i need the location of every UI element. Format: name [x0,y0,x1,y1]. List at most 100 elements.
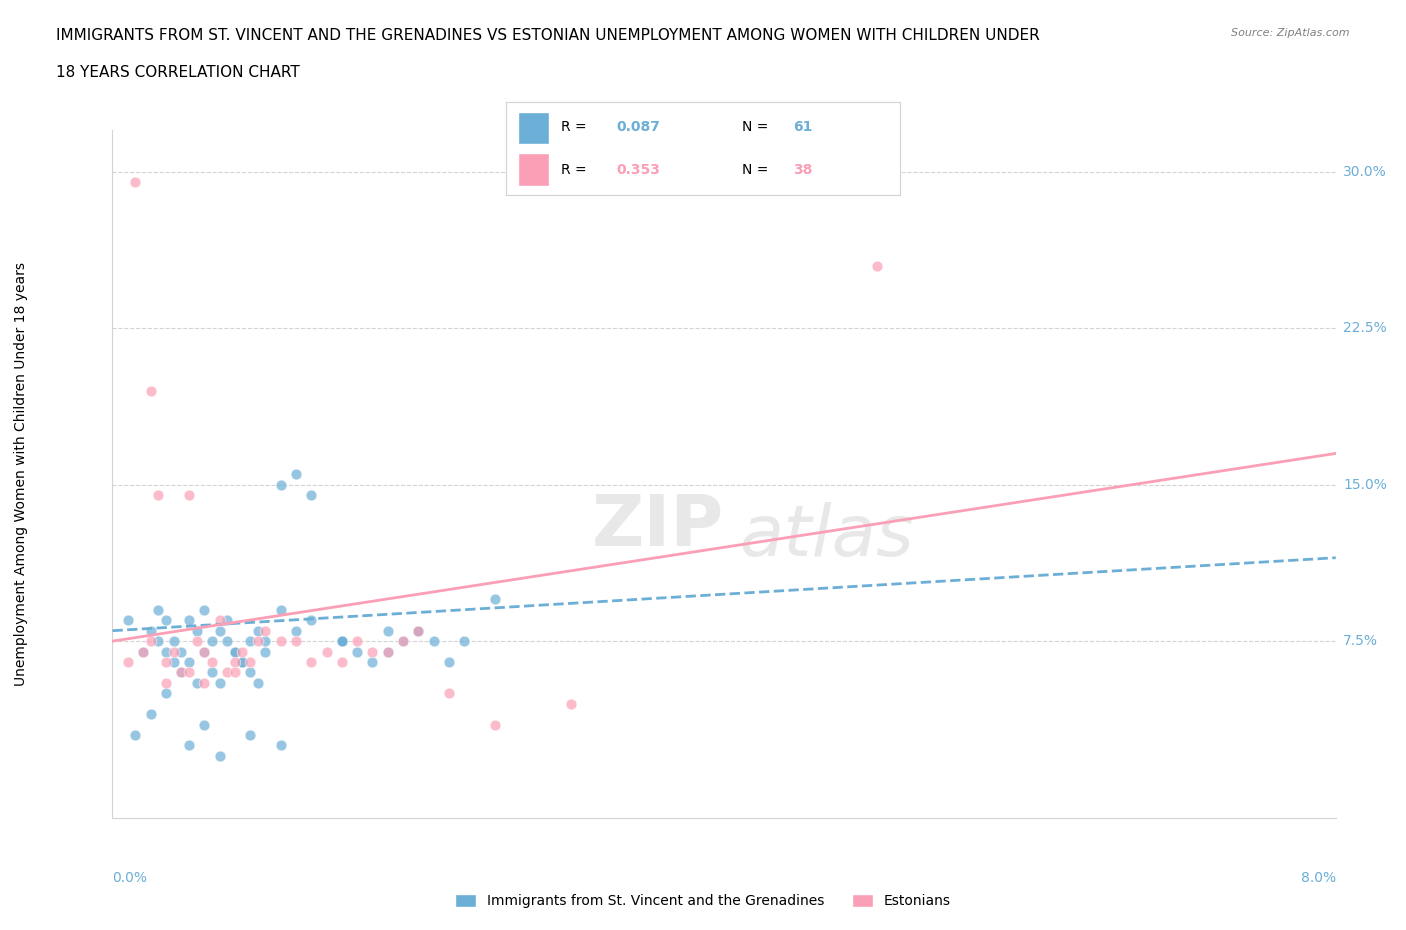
Point [239,665,262,680]
Point [224,644,246,659]
Point [330,633,353,648]
Text: atlas: atlas [740,502,914,571]
Point [155,644,177,659]
Point [246,623,269,638]
Point [139,623,162,638]
Point [239,655,262,670]
Point [117,613,139,628]
Point [437,685,460,700]
Point [231,655,253,670]
Text: 0.087: 0.087 [616,120,661,135]
Point [284,467,308,482]
Point [377,644,399,659]
Point [132,644,155,659]
Point [148,603,170,618]
Point [361,644,384,659]
Point [270,633,292,648]
Point [177,738,200,753]
Point [217,633,239,648]
Point [270,477,292,492]
Text: R =: R = [561,120,592,135]
Point [361,655,384,670]
Point [163,655,186,670]
Point [246,633,269,648]
Point [408,623,430,638]
Point [330,655,353,670]
Point [254,633,277,648]
Point [124,175,146,190]
Text: 15.0%: 15.0% [1343,478,1388,492]
Point [299,613,322,628]
FancyBboxPatch shape [517,112,550,144]
Point [132,644,155,659]
Point [408,623,430,638]
Point [170,644,193,659]
Point [148,487,170,502]
Point [193,675,215,690]
Point [177,665,200,680]
Point [246,675,269,690]
Point [163,633,186,648]
Text: R =: R = [561,163,592,178]
FancyBboxPatch shape [517,153,550,186]
Point [177,613,200,628]
Point [346,633,368,648]
Text: 22.5%: 22.5% [1343,322,1388,336]
Point [484,717,506,732]
Text: 18 YEARS CORRELATION CHART: 18 YEARS CORRELATION CHART [56,65,299,80]
Point [208,749,231,764]
Legend: Immigrants from St. Vincent and the Grenadines, Estonians: Immigrants from St. Vincent and the Gren… [450,889,956,914]
Point [224,644,246,659]
Point [217,613,239,628]
Point [560,697,582,711]
Point [270,603,292,618]
Point [239,633,262,648]
Text: N =: N = [742,163,773,178]
Point [124,727,146,742]
Point [453,633,475,648]
Point [217,665,239,680]
Point [155,655,177,670]
Point [201,665,224,680]
Text: Source: ZipAtlas.com: Source: ZipAtlas.com [1232,28,1350,38]
Point [422,633,444,648]
Point [346,644,368,659]
Text: 0.353: 0.353 [616,163,661,178]
Point [186,675,208,690]
Text: 8.0%: 8.0% [1301,870,1336,884]
Text: 0.0%: 0.0% [112,870,148,884]
Point [193,717,215,732]
Point [208,613,231,628]
Point [270,738,292,753]
Point [484,592,506,607]
Point [299,655,322,670]
Point [284,623,308,638]
Point [186,633,208,648]
Point [139,633,162,648]
Point [139,383,162,398]
Point [392,633,415,648]
Point [284,633,308,648]
Point [392,633,415,648]
Point [377,644,399,659]
Point [148,633,170,648]
Point [231,655,253,670]
Point [299,487,322,502]
Text: 7.5%: 7.5% [1343,634,1378,648]
Text: 38: 38 [793,163,813,178]
Text: ZIP: ZIP [592,492,724,561]
Point [193,644,215,659]
Point [866,259,889,273]
Point [170,665,193,680]
Point [177,487,200,502]
Text: IMMIGRANTS FROM ST. VINCENT AND THE GRENADINES VS ESTONIAN UNEMPLOYMENT AMONG WO: IMMIGRANTS FROM ST. VINCENT AND THE GREN… [56,28,1040,43]
Point [139,707,162,722]
Point [208,623,231,638]
Point [163,644,186,659]
Point [330,633,353,648]
Point [155,675,177,690]
Point [330,633,353,648]
Point [377,623,399,638]
Point [201,655,224,670]
Point [408,623,430,638]
